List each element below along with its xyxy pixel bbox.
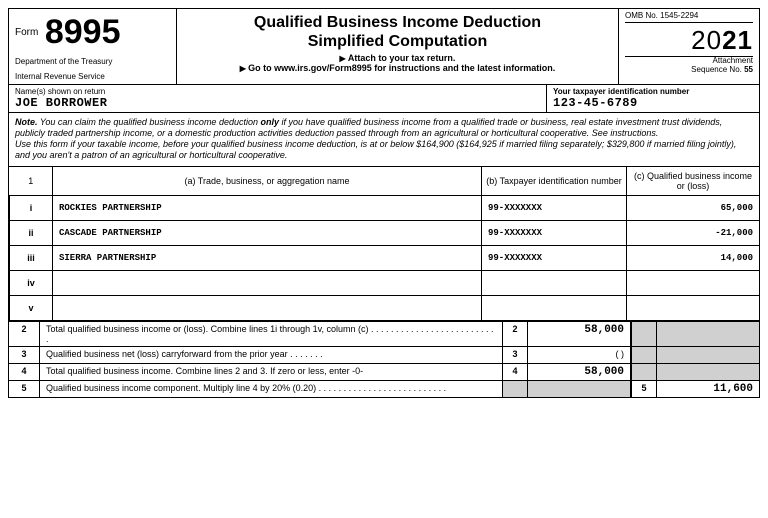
- form-header: Form 8995 Department of the Treasury Int…: [9, 9, 759, 85]
- col-a-header: (a) Trade, business, or aggregation name: [53, 167, 482, 196]
- name-label: Name(s) shown on return: [15, 87, 540, 96]
- form-word: Form: [15, 27, 38, 38]
- title-line1: Qualified Business Income Deduction: [181, 13, 614, 32]
- col-b-header: (b) Taxpayer identification number: [482, 167, 627, 196]
- table-row: i ROCKIES PARTNERSHIP 99-XXXXXXX 65,000: [10, 195, 760, 220]
- table-row: ii CASCADE PARTNERSHIP 99-XXXXXXX -21,00…: [10, 220, 760, 245]
- name-tin-row: Name(s) shown on return JOE BORROWER You…: [9, 85, 759, 113]
- name-cell: Name(s) shown on return JOE BORROWER: [9, 85, 547, 112]
- table-header-row: 1 (a) Trade, business, or aggregation na…: [10, 167, 760, 196]
- year-suffix: 21: [722, 25, 753, 55]
- attachment-seq: Attachment Sequence No. 55: [625, 57, 753, 75]
- note-prefix: Note.: [15, 117, 38, 127]
- tin-label: Your taxpayer identification number: [553, 87, 753, 96]
- dept-line2: Internal Revenue Service: [15, 73, 170, 82]
- form-8995: Form 8995 Department of the Treasury Int…: [8, 8, 760, 398]
- omb-number: OMB No. 1545-2294: [625, 11, 753, 23]
- table-row: iv: [10, 270, 760, 295]
- form-number: 8995: [45, 13, 121, 52]
- business-table: 1 (a) Trade, business, or aggregation na…: [9, 167, 759, 321]
- table-row: iii SIERRA PARTNERSHIP 99-XXXXXXX 14,000: [10, 245, 760, 270]
- header-left: Form 8995 Department of the Treasury Int…: [9, 9, 177, 84]
- calc-line-5: 5 Qualified business income component. M…: [9, 381, 759, 397]
- header-center: Qualified Business Income Deduction Simp…: [177, 9, 618, 84]
- col-1-header: 1: [10, 167, 53, 196]
- tax-year: 2021: [625, 25, 753, 57]
- year-prefix: 20: [691, 25, 722, 55]
- header-right: OMB No. 1545-2294 2021 Attachment Sequen…: [618, 9, 759, 84]
- calc-line-2: 2 Total qualified business income or (lo…: [9, 322, 759, 347]
- calc-line-3: 3 Qualified business net (loss) carryfor…: [9, 347, 759, 364]
- name-value: JOE BORROWER: [15, 96, 540, 110]
- dept-line1: Department of the Treasury: [15, 58, 170, 67]
- col-c-header: (c) Qualified business income or (loss): [627, 167, 760, 196]
- attach-note: Attach to your tax return.: [181, 53, 614, 63]
- calculation-section: 2 Total qualified business income or (lo…: [9, 321, 759, 397]
- goto-note: Go to www.irs.gov/Form8995 for instructi…: [181, 63, 614, 73]
- tin-value: 123-45-6789: [553, 96, 753, 110]
- tin-cell: Your taxpayer identification number 123-…: [547, 85, 759, 112]
- table-row: v: [10, 295, 760, 320]
- title-line2: Simplified Computation: [181, 32, 614, 51]
- note-box: Note. You can claim the qualified busine…: [9, 113, 759, 167]
- calc-line-4: 4 Total qualified business income. Combi…: [9, 364, 759, 381]
